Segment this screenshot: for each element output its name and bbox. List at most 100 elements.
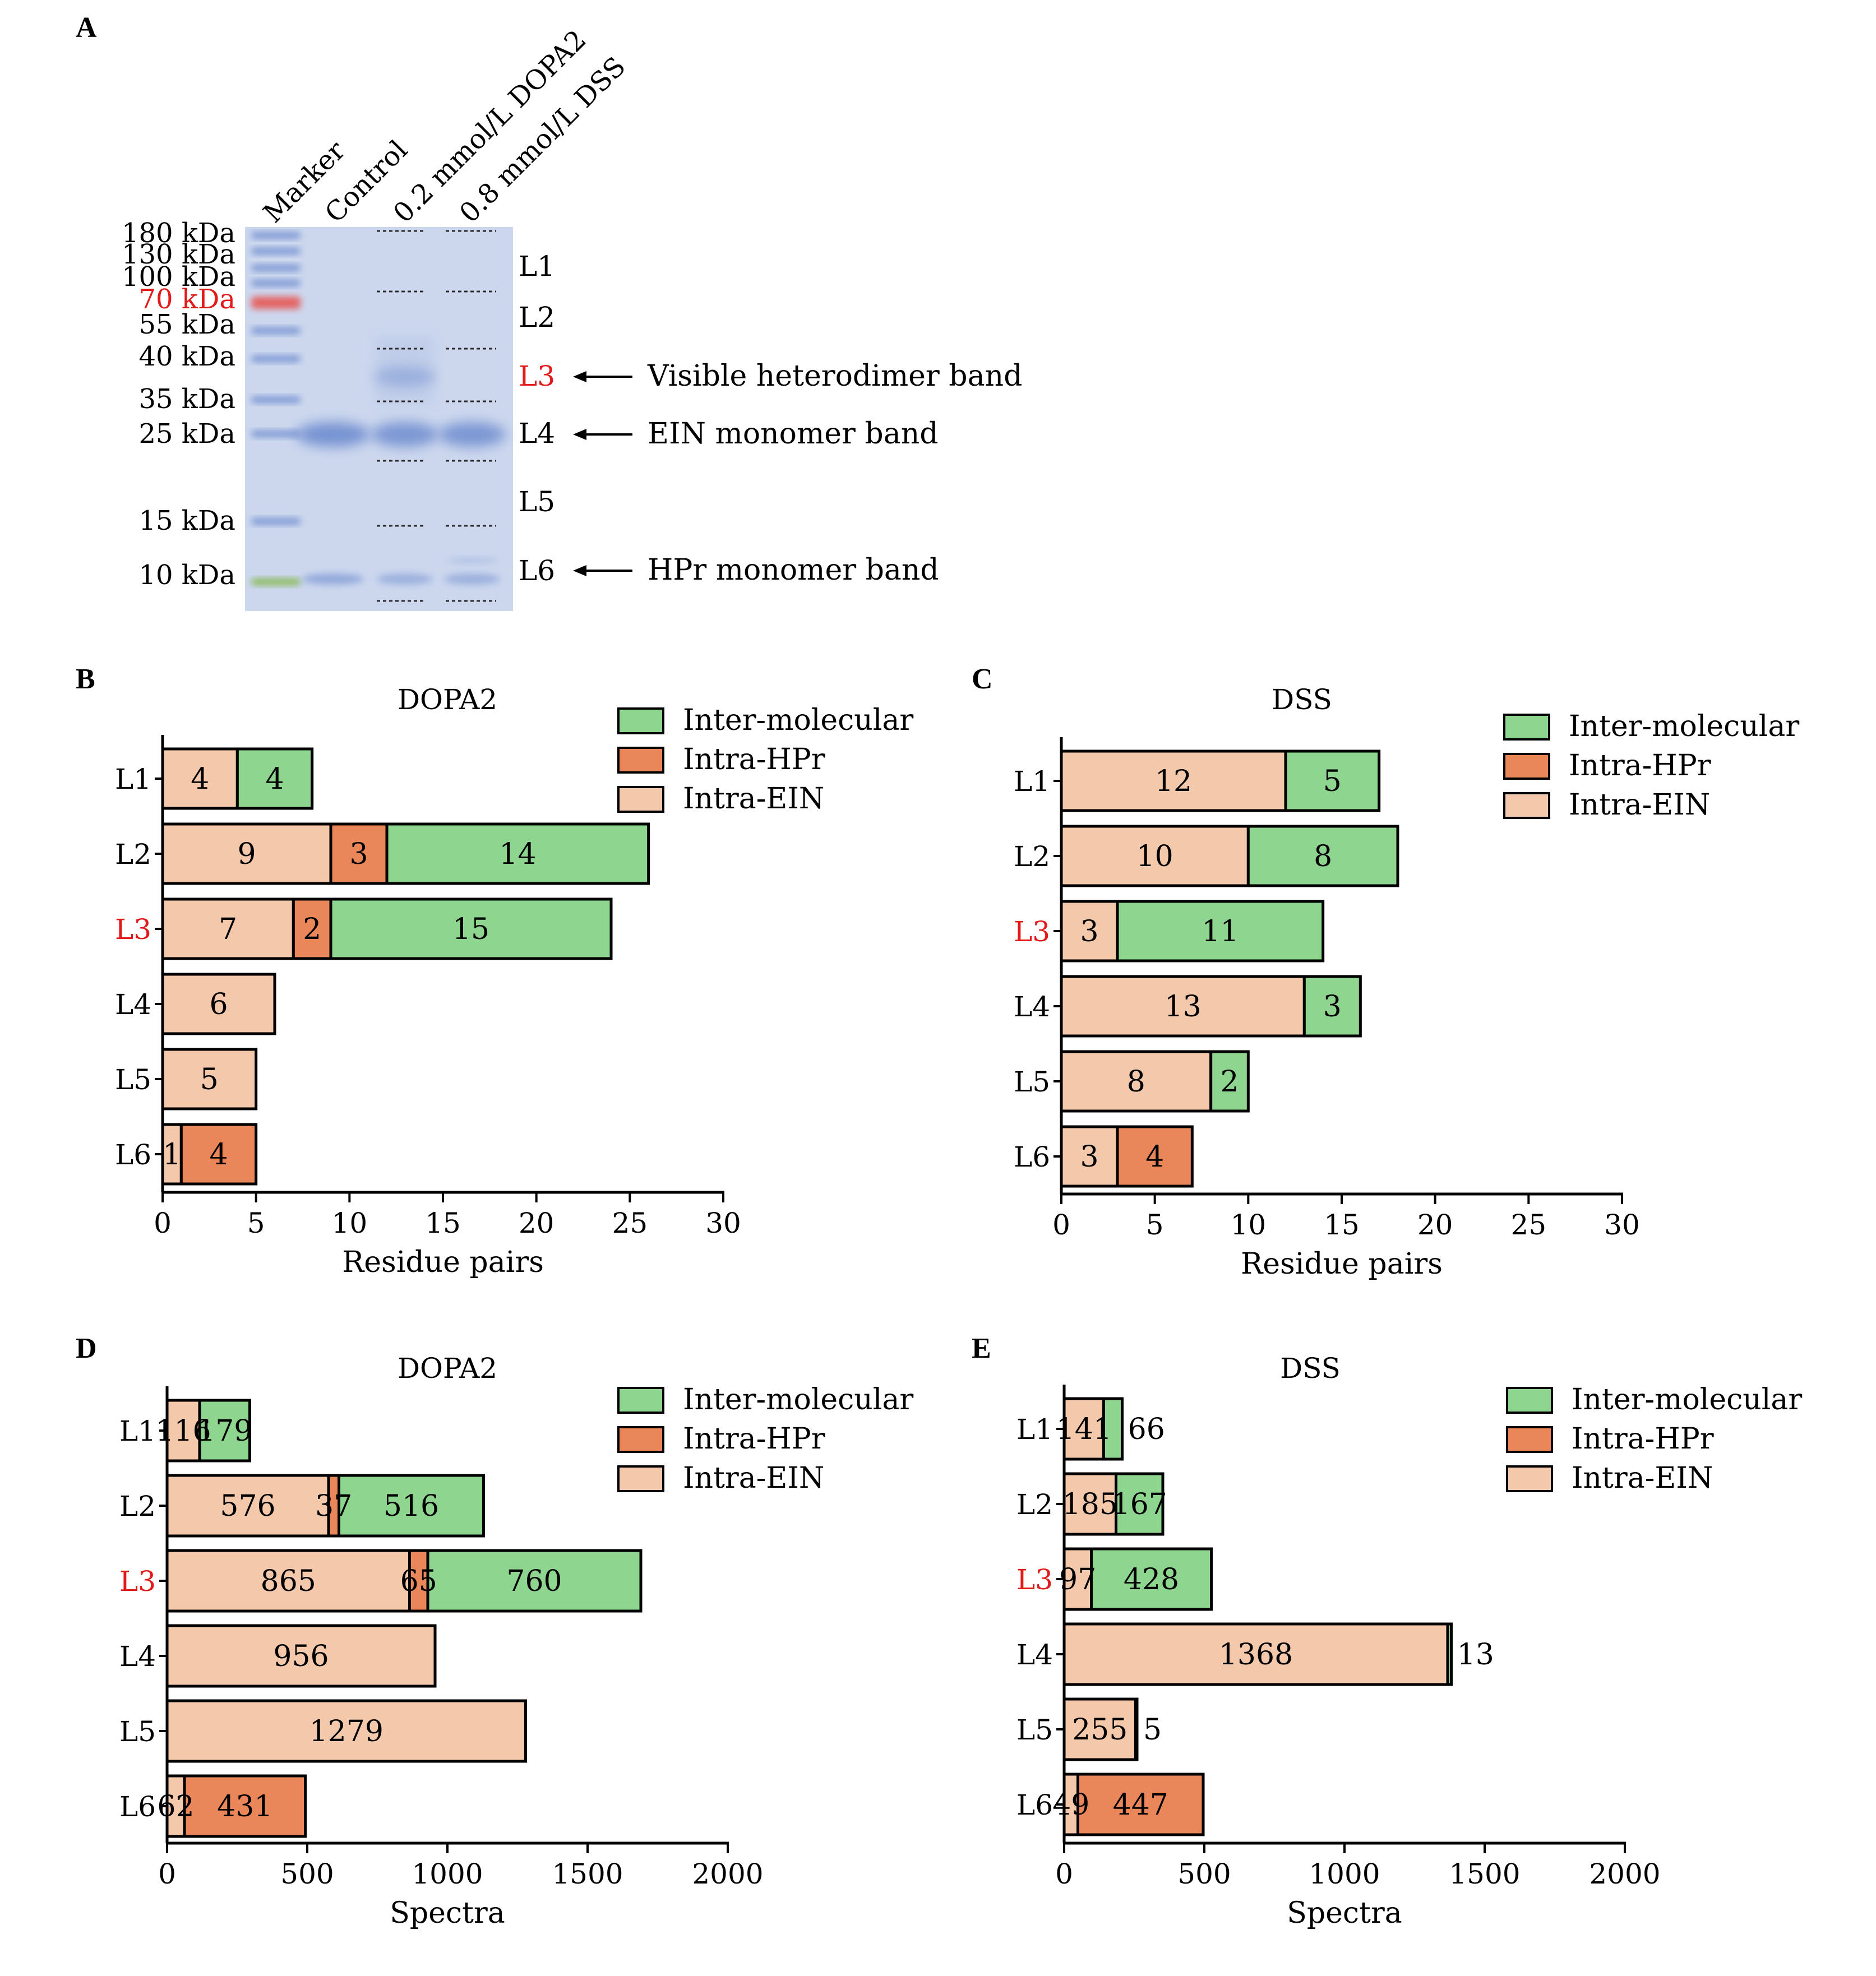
- bar-value-label: 11: [1202, 915, 1239, 948]
- legend-label: Intra-HPr: [683, 743, 825, 776]
- bar-value-label: 167: [1112, 1488, 1167, 1521]
- x-tick-label: 15: [425, 1207, 461, 1239]
- bar-value-label: 13: [1457, 1638, 1494, 1672]
- slice-label-l3: L3: [519, 360, 555, 392]
- bar-segment-inter-molecular: [338, 1474, 485, 1538]
- bar-value-label: 37: [315, 1489, 352, 1523]
- bar-value-label: 14: [499, 837, 536, 871]
- mw-label: 25 kDa: [138, 418, 235, 450]
- control-ein-band: [296, 422, 370, 447]
- bar-segment-intra-ein: [161, 1048, 258, 1110]
- x-axis-label: Residue pairs: [342, 1246, 544, 1279]
- mw-label: 15 kDa: [138, 505, 235, 536]
- category-label-l5: L5: [115, 1063, 151, 1096]
- x-axis-label: Residue pairs: [1241, 1247, 1443, 1281]
- panel-letter-a: A: [76, 12, 97, 44]
- x-tick-label: 2000: [1589, 1858, 1660, 1890]
- bar-value-label: 956: [273, 1640, 329, 1673]
- x-tick-label: 0: [158, 1858, 176, 1890]
- bar-value-label: 6: [209, 988, 228, 1021]
- x-tick-label: 1000: [1309, 1858, 1380, 1890]
- mw-label: 35 kDa: [138, 383, 235, 415]
- category-label-l1: L1: [1016, 1413, 1053, 1446]
- x-tick-label: 500: [1177, 1858, 1231, 1890]
- bar-value-label: 1368: [1219, 1638, 1293, 1672]
- mw-label: 10 kDa: [138, 559, 235, 591]
- slice-label-l5: L5: [519, 485, 555, 518]
- bar-value-label: 1279: [309, 1715, 383, 1748]
- marker-band: [251, 518, 301, 525]
- x-tick-label: 0: [154, 1207, 172, 1239]
- legend-label: Intra-EIN: [683, 1461, 824, 1495]
- bar-segment-intra-hpr: [292, 897, 332, 960]
- category-label-l3: L3: [119, 1565, 156, 1598]
- bar-segment-intra-ein: [165, 1624, 437, 1688]
- x-tick-label: 20: [519, 1207, 555, 1239]
- legend-label: Intra-EIN: [1569, 788, 1710, 822]
- x-tick-label: 10: [1231, 1209, 1267, 1241]
- category-label-l6: L6: [1016, 1789, 1053, 1821]
- category-label-l2: L2: [1016, 1488, 1053, 1521]
- bar-value-label: 13: [1165, 990, 1202, 1024]
- marker-band: [251, 431, 301, 437]
- legend-swatch-intra-hpr: [617, 1426, 664, 1453]
- dss-hpr-band: [444, 573, 500, 585]
- x-tick-label: 1500: [552, 1858, 623, 1890]
- marker-band: [251, 232, 301, 239]
- gel-slice-cut-lines: [377, 230, 496, 602]
- bar-value-label: 4: [265, 762, 284, 796]
- bar-segment-intra-ein: [1060, 975, 1306, 1038]
- legend-label: Inter-molecular: [1569, 710, 1799, 743]
- dopa2-hpr-band: [377, 573, 433, 585]
- marker-band: [251, 579, 301, 585]
- annotation-heterodimer: Visible heterodimer band: [573, 359, 1022, 393]
- bar-value-label: 185: [1062, 1488, 1118, 1521]
- bar-value-label: 431: [217, 1790, 272, 1824]
- bar-value-label: 8: [1127, 1065, 1145, 1099]
- bar-value-label: 9: [237, 837, 256, 871]
- legend-swatch-intra-hpr: [617, 747, 664, 774]
- mw-label: 130 kDa: [122, 239, 235, 270]
- panel-letter-b: B: [76, 663, 95, 695]
- x-tick-label: 5: [1146, 1209, 1164, 1241]
- x-tick-label: 15: [1324, 1209, 1360, 1241]
- x-tick-label: 1500: [1449, 1858, 1520, 1890]
- dss-ein-band: [438, 422, 506, 447]
- category-label-l3: L3: [115, 913, 151, 946]
- marker-band: [251, 280, 301, 286]
- category-label-l3: L3: [1014, 915, 1050, 948]
- category-label-l5: L5: [1016, 1714, 1053, 1746]
- x-tick-label: 25: [1511, 1209, 1547, 1241]
- mw-label: 180 kDa: [122, 218, 235, 249]
- x-tick-label: 10: [332, 1207, 368, 1239]
- panel-c-chart: C DSS 12 5 L1 10 8 L2 3 11 L3 13 3 L4 8 2 L5 3 4 L6 0 5 10 15 20…: [972, 663, 1799, 1281]
- marker-band: [251, 355, 301, 362]
- category-label-l4: L4: [1016, 1639, 1053, 1671]
- legend-swatch-inter-molecular: [617, 1387, 664, 1414]
- mw-label: 40 kDa: [138, 341, 235, 372]
- bar-segment-inter-molecular: [1134, 1697, 1139, 1761]
- bar-value-label: 760: [506, 1565, 562, 1598]
- bar-value-label: 2: [303, 913, 321, 946]
- category-label-l5: L5: [1014, 1066, 1050, 1098]
- bar-segment-intra-ein: [1062, 1472, 1117, 1536]
- x-tick-label: 0: [1052, 1209, 1070, 1241]
- category-label-l2: L2: [1014, 840, 1050, 873]
- category-label-l6: L6: [1014, 1141, 1050, 1173]
- chart-title: DSS: [1272, 683, 1332, 716]
- bar-segment-inter-molecular: [1090, 1547, 1213, 1611]
- dopa2-smear: [376, 336, 434, 404]
- bar-segment-inter-molecular: [1446, 1622, 1453, 1686]
- chart-title: DSS: [1280, 1352, 1341, 1385]
- annotation-text: Visible heterodimer band: [647, 359, 1022, 393]
- bar-value-label: 428: [1124, 1563, 1179, 1596]
- bar-value-label: 4: [1145, 1140, 1164, 1174]
- panel-letter-c: C: [972, 663, 993, 695]
- category-label-l4: L4: [1014, 991, 1050, 1023]
- control-hpr-band: [302, 573, 364, 585]
- bar-segment-inter-molecular: [198, 1399, 251, 1463]
- bar-segment-inter-molecular: [235, 747, 314, 810]
- marker-band: [251, 327, 301, 334]
- slice-label-l4: L4: [519, 417, 555, 450]
